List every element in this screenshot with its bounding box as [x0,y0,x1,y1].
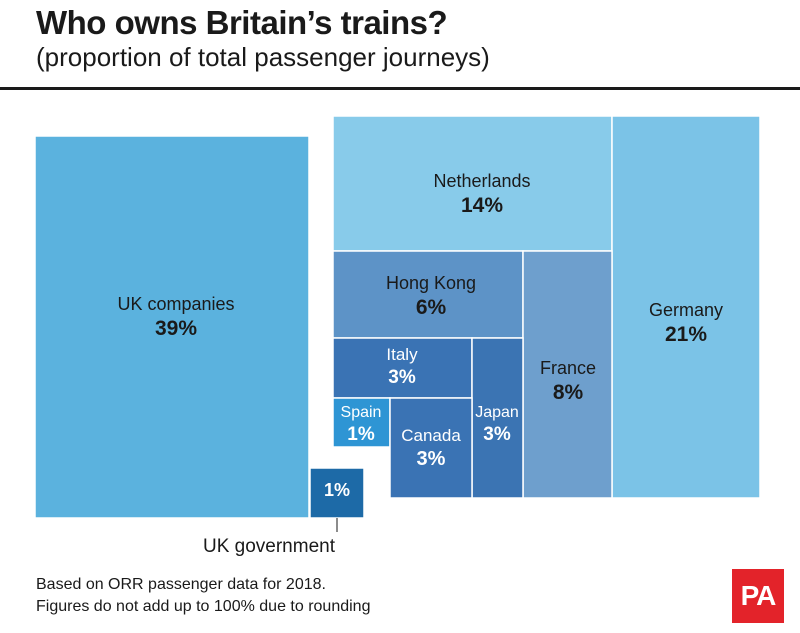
treemap-cell-germany [611,115,761,499]
treemap-value-hong-kong: 6% [416,296,447,319]
treemap-label-netherlands: Netherlands [433,171,530,191]
chart-subtitle: (proportion of total passenger journeys) [36,42,490,72]
treemap-cell-france [522,250,613,499]
treemap-cell-uk-companies [34,135,310,519]
treemap-cell-hong-kong [332,250,524,339]
treemap-label-canada: Canada [401,426,461,445]
treemap-cell-italy [332,337,473,399]
treemap-value-uk-companies: 39% [155,317,197,340]
treemap-value-canada: 3% [417,448,446,470]
treemap-cell-spain [332,397,391,448]
treemap-value-netherlands: 14% [461,194,503,217]
chart-title: Who owns Britain’s trains? [36,4,448,41]
treemap-value-germany: 21% [665,323,707,346]
treemap-cell-canada [389,397,473,499]
treemap-label-spain: Spain [341,404,382,421]
treemap-label-germany: Germany [649,300,723,320]
pa-logo: PA [732,569,784,623]
treemap-value-uk-government: 1% [324,480,350,500]
treemap-label-japan: Japan [475,404,519,421]
treemap-label-italy: Italy [386,345,418,364]
treemap-label-france: France [540,358,596,378]
treemap-value-france: 8% [553,381,584,404]
treemap-label-hong-kong: Hong Kong [386,273,476,293]
treemap-cell-japan [471,337,524,499]
treemap-cell-netherlands [332,115,613,252]
pa-logo-text: PA [740,580,777,611]
treemap-label-uk-companies: UK companies [117,294,234,314]
treemap-value-spain: 1% [347,424,375,445]
title-divider [0,87,800,90]
treemap-label-uk-government: UK government [203,536,336,557]
footnote-source: Based on ORR passenger data for 2018. [36,576,326,593]
treemap-value-japan: 3% [483,424,511,445]
treemap-value-italy: 3% [388,367,416,388]
footnote-rounding: Figures do not add up to 100% due to rou… [36,598,371,615]
